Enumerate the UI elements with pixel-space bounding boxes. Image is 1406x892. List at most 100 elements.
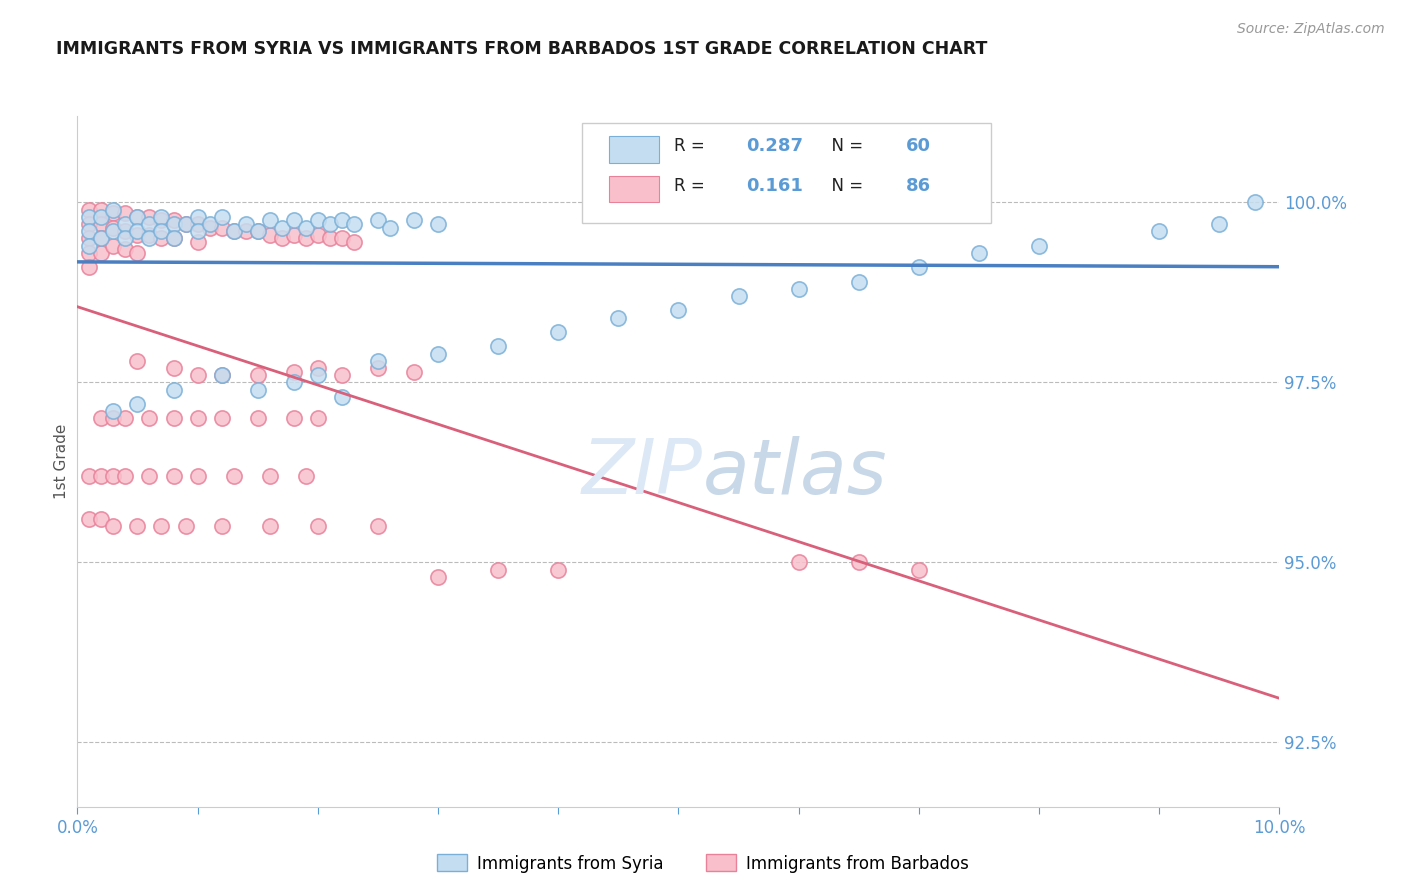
Point [211, 411, 233, 425]
Point [162, 231, 184, 245]
Point [90, 210, 112, 224]
Point [127, 519, 149, 533]
Text: IMMIGRANTS FROM SYRIA VS IMMIGRANTS FROM BARBADOS 1ST GRADE CORRELATION CHART: IMMIGRANTS FROM SYRIA VS IMMIGRANTS FROM… [56, 40, 987, 58]
Point [162, 217, 184, 231]
Point [547, 325, 569, 339]
Point [103, 202, 125, 217]
Point [1149, 224, 1171, 238]
Point [103, 224, 125, 238]
Point [79, 202, 101, 217]
Point [174, 217, 197, 231]
Point [307, 361, 329, 376]
Point [307, 519, 329, 533]
Point [114, 217, 136, 231]
Point [294, 231, 316, 245]
Text: 0.287: 0.287 [745, 137, 803, 155]
Point [1028, 238, 1050, 252]
Point [114, 242, 136, 256]
Point [211, 220, 233, 235]
Point [127, 353, 149, 368]
Text: ZIP: ZIP [582, 436, 703, 509]
Point [103, 411, 125, 425]
Point [79, 512, 101, 526]
Point [330, 231, 353, 245]
Point [211, 519, 233, 533]
Point [162, 469, 184, 483]
Point [114, 224, 136, 238]
Point [307, 411, 329, 425]
Point [367, 213, 389, 227]
Point [90, 411, 112, 425]
Point [378, 220, 401, 235]
Point [222, 224, 245, 238]
Point [259, 519, 281, 533]
Point [402, 213, 425, 227]
Point [307, 368, 329, 383]
Point [174, 217, 197, 231]
Point [127, 227, 149, 242]
Point [138, 227, 160, 242]
Point [307, 227, 329, 242]
Point [343, 235, 366, 249]
Point [246, 368, 269, 383]
Text: N =: N = [821, 177, 869, 194]
FancyBboxPatch shape [609, 136, 659, 162]
Point [90, 231, 112, 245]
Point [187, 368, 209, 383]
Point [283, 365, 305, 379]
Point [343, 217, 366, 231]
Point [246, 411, 269, 425]
Point [162, 411, 184, 425]
Point [150, 519, 173, 533]
Point [1208, 217, 1230, 231]
Point [427, 346, 450, 360]
Point [198, 217, 221, 231]
Point [90, 217, 112, 231]
Point [79, 217, 101, 231]
Point [103, 238, 125, 252]
Point [319, 231, 342, 245]
Point [127, 224, 149, 238]
Point [187, 224, 209, 238]
Point [294, 220, 316, 235]
Text: N =: N = [821, 137, 869, 155]
Point [162, 361, 184, 376]
Point [283, 411, 305, 425]
Point [283, 227, 305, 242]
Point [103, 404, 125, 418]
FancyBboxPatch shape [609, 177, 659, 202]
Point [138, 469, 160, 483]
Text: R =: R = [673, 177, 710, 194]
Point [270, 231, 292, 245]
Point [162, 213, 184, 227]
Point [162, 231, 184, 245]
Point [150, 231, 173, 245]
Point [283, 376, 305, 390]
Point [787, 556, 810, 570]
Point [150, 224, 173, 238]
Point [174, 519, 197, 533]
Point [162, 383, 184, 397]
Point [138, 217, 160, 231]
Point [367, 353, 389, 368]
Point [246, 224, 269, 238]
Point [114, 411, 136, 425]
Point [259, 469, 281, 483]
Text: 60: 60 [905, 137, 931, 155]
Point [270, 220, 292, 235]
Y-axis label: 1st Grade: 1st Grade [53, 424, 69, 500]
Point [198, 220, 221, 235]
Point [103, 469, 125, 483]
Point [138, 411, 160, 425]
Point [103, 220, 125, 235]
Point [103, 519, 125, 533]
Point [235, 217, 257, 231]
Point [127, 245, 149, 260]
Point [127, 210, 149, 224]
Point [1244, 195, 1267, 210]
Point [246, 383, 269, 397]
Point [79, 210, 101, 224]
Text: atlas: atlas [703, 436, 887, 509]
Point [908, 260, 931, 275]
Point [848, 556, 870, 570]
